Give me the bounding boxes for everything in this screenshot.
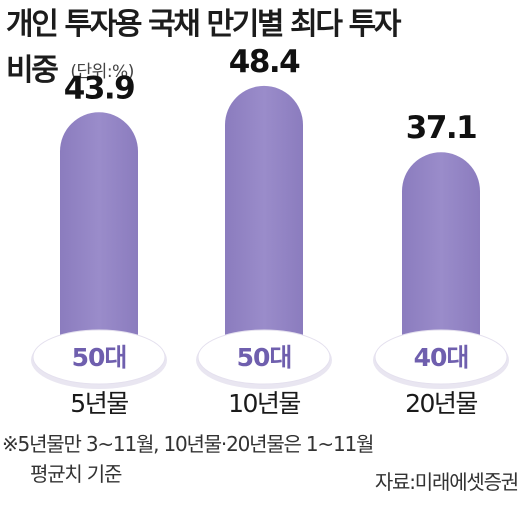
category-label: 10년물 xyxy=(228,389,300,418)
chart-title-line2: 비중 xyxy=(6,53,59,88)
age-badge-label: 50대 xyxy=(237,343,292,372)
age-badge xyxy=(197,329,331,385)
age-badge-label: 50대 xyxy=(72,343,127,372)
value-label: 48.4 xyxy=(229,44,300,80)
category-label: 20년물 xyxy=(405,389,477,418)
age-badge xyxy=(374,329,508,385)
unit-label: (단위:%) xyxy=(70,61,134,82)
footnote: ※5년물만 3~11월, 10년물·20년물은 1~11월 평균치 기준 xyxy=(2,429,528,489)
category-label: 5년물 xyxy=(70,389,128,418)
source-label: 자료:미래에셋증권 xyxy=(374,470,519,494)
chart-title-line1: 개인 투자용 국채 만기별 최다 투자 xyxy=(6,7,401,42)
value-label: 43.9 xyxy=(64,70,135,106)
age-badge xyxy=(32,329,166,385)
bar-20년물 xyxy=(402,152,480,370)
bar-10년물 xyxy=(225,85,303,370)
footnote-line1: ※5년물만 3~11월, 10년물·20년물은 1~11월 xyxy=(2,432,374,456)
chart-title: 개인 투자용 국채 만기별 최다 투자 비중 (단위:%) xyxy=(6,2,526,95)
age-badge-label: 40대 xyxy=(414,343,469,372)
bars-layer: 43.9 50대 5년물 48.4 50대 10년물 37.1 40대 20년물 xyxy=(31,44,509,418)
value-label: 37.1 xyxy=(406,110,477,146)
footnote-line2: 평균치 기준 xyxy=(30,462,122,486)
bar-5년물 xyxy=(60,112,138,370)
